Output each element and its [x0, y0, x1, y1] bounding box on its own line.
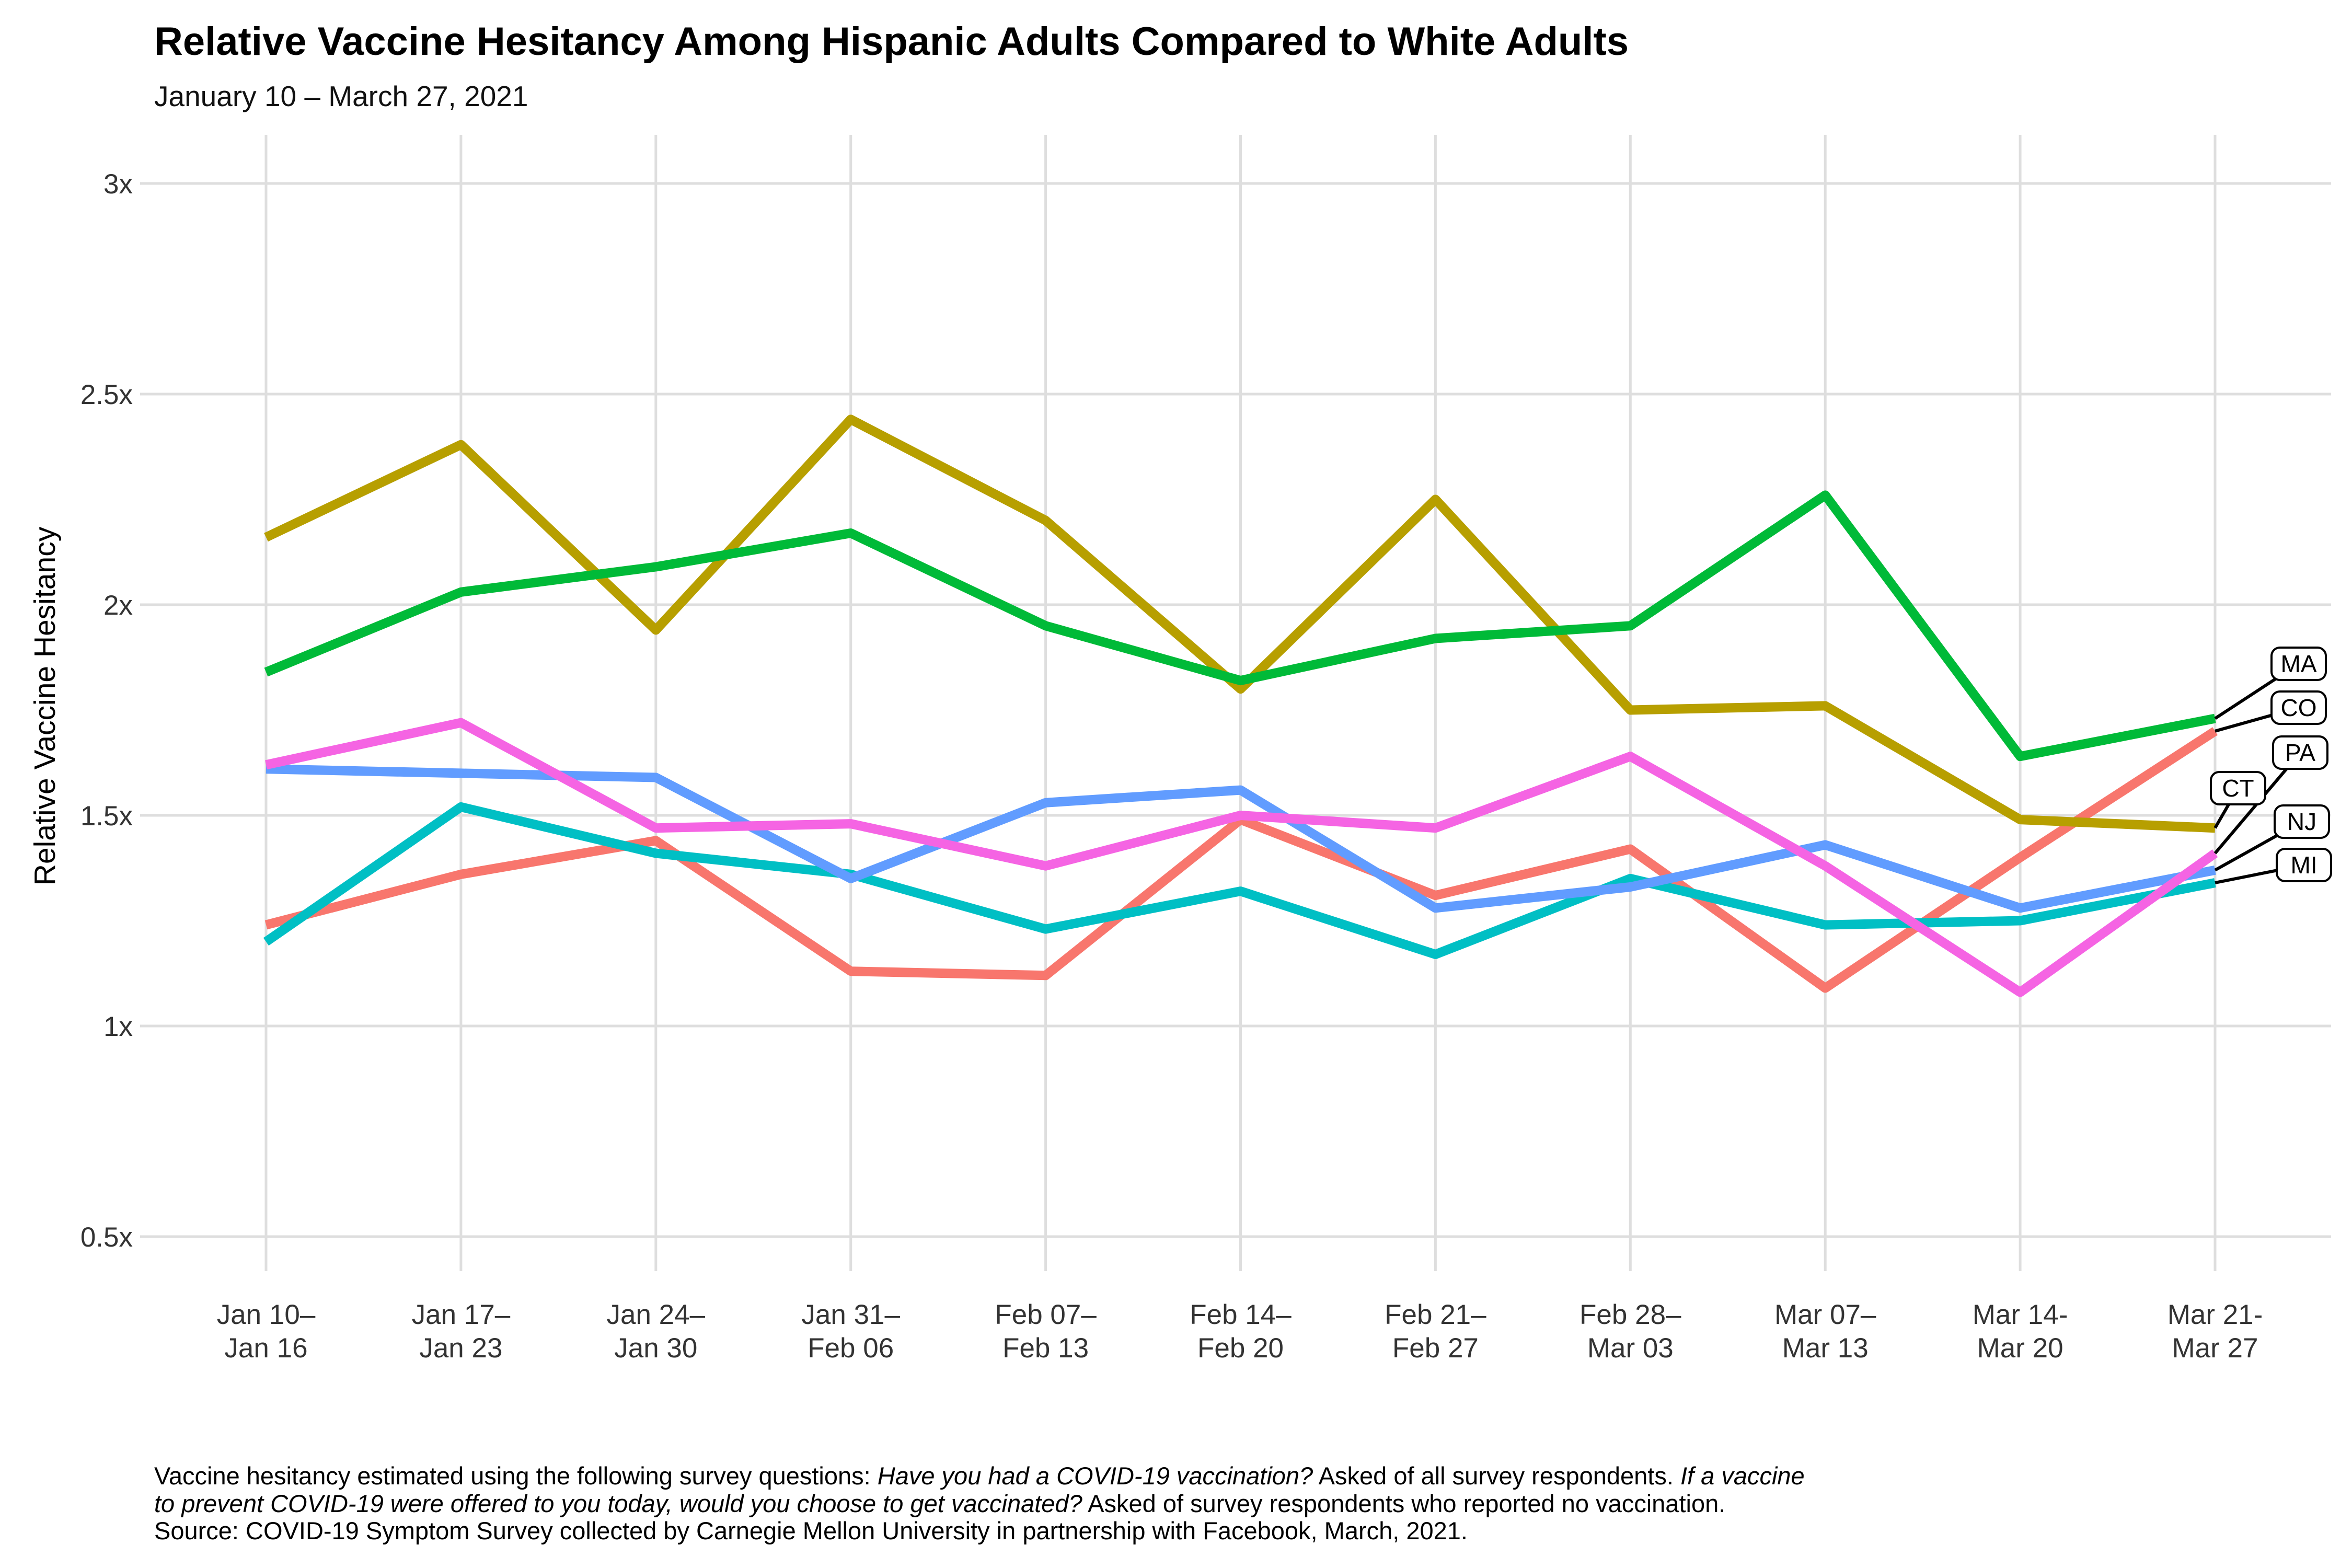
footnote-segment: Vaccine hesitancy estimated using the fo…	[154, 1462, 878, 1490]
y-tick-label-2x: 2x	[103, 590, 133, 621]
x-tick-label-4-line2: Feb 13	[1002, 1333, 1089, 1364]
footnote-segment: Source: COVID-19 Symptom Survey collecte…	[154, 1517, 1468, 1545]
series-line-NJ	[266, 764, 2216, 913]
footnote-line-1: Vaccine hesitancy estimated using the fo…	[154, 1462, 1805, 1490]
x-tick-label-10-line1: Mar 21-	[2167, 1299, 2263, 1330]
footnote-segment-italic: Have you had a COVID-19 vaccination?	[877, 1462, 1313, 1490]
series-line-PA	[265, 718, 2218, 997]
x-tick-label-2-line1: Jan 24–	[606, 1299, 705, 1330]
series-label-text-CT: CT	[2222, 775, 2254, 802]
series-label-text-NJ: NJ	[2287, 808, 2316, 835]
series-label-box-CT	[2210, 771, 2266, 805]
x-tick-label-0-line1: Jan 10–	[217, 1299, 316, 1330]
series-line-MA	[264, 490, 2216, 762]
footnote: Vaccine hesitancy estimated using the fo…	[154, 1462, 1805, 1545]
series-label-text-MI: MI	[2290, 851, 2317, 879]
chart-title: Relative Vaccine Hesitancy Among Hispani…	[154, 19, 1629, 64]
x-tick-label-8-line2: Mar 13	[1782, 1333, 1869, 1364]
footnote-segment-italic: to prevent COVID-19 were offered to you …	[154, 1489, 1082, 1517]
x-tick-label-6-line2: Feb 27	[1392, 1333, 1479, 1364]
series-label-box-CO	[2270, 690, 2327, 725]
series-label-text-CO: CO	[2281, 694, 2317, 721]
y-tick-label-1.5x: 1.5x	[80, 801, 133, 832]
x-tick-label-8-line1: Mar 07–	[1774, 1299, 1876, 1330]
x-tick-label-1-line1: Jan 17–	[412, 1299, 511, 1330]
series-label-box-PA	[2272, 735, 2328, 770]
series-label-text-PA: PA	[2285, 739, 2315, 766]
footnote-segment-italic: If a vaccine	[1680, 1462, 1805, 1490]
series-label-box-MI	[2276, 848, 2332, 882]
y-tick-label-2.5x: 2.5x	[80, 379, 133, 410]
x-tick-label-1-line2: Jan 23	[419, 1333, 502, 1364]
x-tick-label-6-line1: Feb 21–	[1385, 1299, 1486, 1330]
x-tick-label-3-line1: Jan 31–	[801, 1299, 900, 1330]
x-tick-label-5-line2: Feb 20	[1197, 1333, 1284, 1364]
y-tick-label-3x: 3x	[103, 169, 133, 200]
x-tick-label-10-line2: Mar 27	[2172, 1333, 2258, 1364]
series-line-MI	[263, 802, 2216, 959]
footnote-segment: Asked of survey respondents who reported…	[1082, 1489, 1726, 1517]
x-tick-label-0-line2: Jan 16	[224, 1333, 307, 1364]
series-label-box-MA	[2270, 647, 2327, 681]
x-tick-label-5-line1: Feb 14–	[1190, 1299, 1292, 1330]
x-tick-label-2-line2: Jan 30	[614, 1333, 697, 1364]
series-label-text-MA: MA	[2281, 650, 2317, 677]
x-tick-label-3-line2: Feb 06	[808, 1333, 894, 1364]
series-line-CT	[264, 414, 2216, 833]
x-tick-label-7-line1: Feb 28–	[1579, 1299, 1681, 1330]
footnote-segment: Asked of all survey respondents.	[1313, 1462, 1680, 1490]
footnote-line-2: to prevent COVID-19 were offered to you …	[154, 1490, 1805, 1518]
y-tick-label-1x: 1x	[103, 1011, 133, 1042]
x-tick-label-9-line1: Mar 14-	[1973, 1299, 2068, 1330]
x-tick-label-7-line2: Mar 03	[1587, 1333, 1674, 1364]
footnote-line-3: Source: COVID-19 Symptom Survey collecte…	[154, 1517, 1805, 1545]
y-tick-label-0.5x: 0.5x	[80, 1222, 133, 1253]
x-tick-label-9-line2: Mar 20	[1977, 1333, 2063, 1364]
series-label-box-NJ	[2274, 804, 2330, 839]
x-tick-label-4-line1: Feb 07–	[995, 1299, 1097, 1330]
chart-subtitle: January 10 – March 27, 2021	[154, 80, 528, 112]
